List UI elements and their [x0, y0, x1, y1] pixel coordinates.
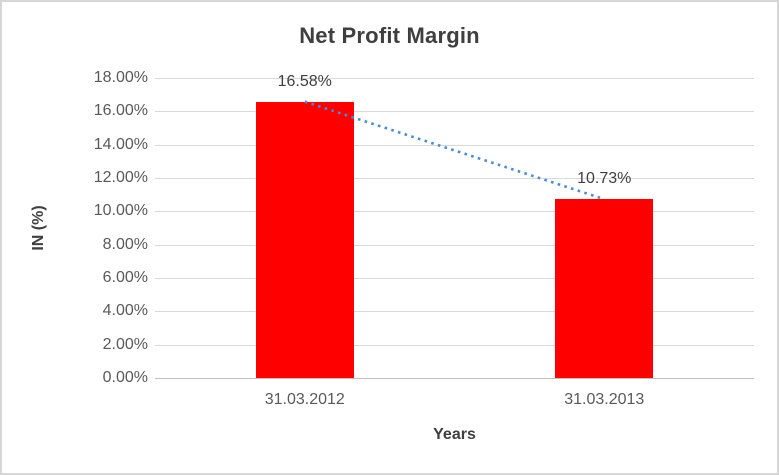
bar: [555, 199, 654, 378]
x-tick-label: 31.03.2012: [264, 391, 345, 408]
y-tick-label: 14.00%: [93, 135, 148, 153]
chart-title: Net Profit Margin: [299, 23, 480, 48]
y-tick-label: 12.00%: [93, 169, 148, 186]
y-tick-label: 8.00%: [102, 235, 148, 253]
y-tick-label: 0.00%: [102, 369, 148, 386]
x-axis-line: [155, 378, 754, 379]
gridline: [155, 344, 754, 346]
y-tick-label: 4.00%: [102, 302, 148, 320]
trendline: [304, 100, 605, 201]
gridline: [155, 78, 754, 79]
y-tick-label: 6.00%: [102, 269, 148, 286]
y-tick-label: 10.00%: [93, 202, 148, 220]
y-axis-title: IN (%): [30, 205, 47, 251]
bar: [255, 101, 354, 378]
bar-data-label: 16.58%: [277, 72, 332, 90]
x-axis-title: Years: [433, 426, 476, 443]
gridline: [155, 278, 754, 279]
gridline: [155, 111, 754, 113]
gridline: [155, 244, 754, 246]
y-tick-label: 18.00%: [93, 69, 148, 86]
gridline: [155, 144, 754, 146]
gridline: [155, 211, 754, 213]
gridline: [155, 178, 754, 179]
gridline: [155, 311, 754, 313]
bar-data-label: 10.73%: [577, 170, 632, 188]
y-tick-label: 2.00%: [102, 335, 148, 353]
plot-area: 16.58% 10.73%: [155, 73, 754, 379]
y-tick-label: 16.00%: [93, 102, 148, 120]
x-tick-label: 31.03.2013: [564, 391, 645, 408]
